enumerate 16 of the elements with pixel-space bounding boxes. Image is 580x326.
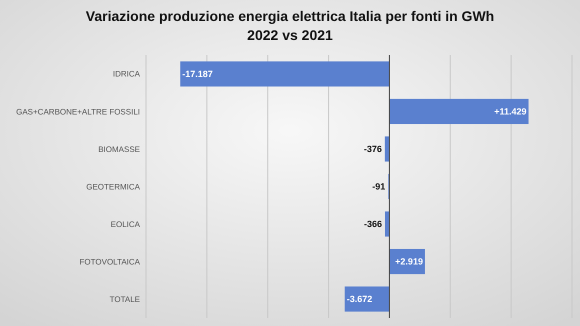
data-label: -376 xyxy=(364,144,382,154)
y-tick-label: GAS+CARBONE+ALTRE FOSSILI xyxy=(16,107,140,116)
data-label: -366 xyxy=(364,219,382,230)
data-label: +2.919 xyxy=(395,256,423,267)
data-label: +11.429 xyxy=(494,106,527,117)
y-tick-label: BIOMASSE xyxy=(98,144,140,154)
y-tick-label: TOTALE xyxy=(110,294,140,304)
y-tick-label: FOTOVOLTAICA xyxy=(80,257,141,266)
y-tick-label: GEOTERMICA xyxy=(86,182,141,192)
data-label: -17.187 xyxy=(182,69,213,80)
data-label: -91 xyxy=(372,182,386,192)
chart-subtitle: 2022 vs 2021 xyxy=(247,27,334,43)
data-label: -3.672 xyxy=(346,294,372,304)
y-tick-label: IDRICA xyxy=(112,70,141,79)
chart-title: Variazione produzione energia elettrica Italia per fonti in GWh xyxy=(86,8,494,24)
y-tick-label: EOLICA xyxy=(110,220,141,229)
